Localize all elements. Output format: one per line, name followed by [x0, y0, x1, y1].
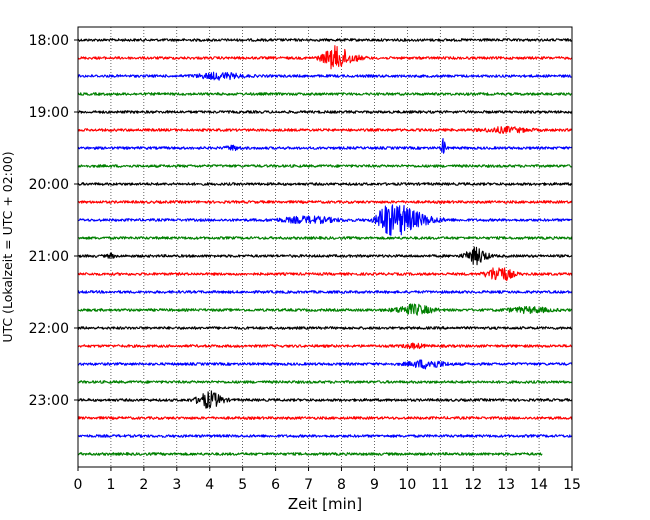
x-tick-label: 6: [271, 477, 280, 493]
trace-2115: [77, 267, 573, 282]
trace-1815: [77, 45, 573, 70]
plot-frame: [77, 26, 573, 468]
y-tick-label: 19:00: [29, 105, 69, 121]
trace-2330: [77, 434, 573, 438]
trace-2030: [77, 204, 573, 236]
trace-2200: [77, 326, 573, 330]
trace-1830: [77, 71, 573, 81]
y-tick-label: 21:00: [29, 249, 69, 265]
trace-1945: [77, 164, 573, 168]
x-tick-label: 3: [172, 477, 181, 493]
y-axis-label: UTC (Lokalzeit = UTC + 02:00): [0, 151, 15, 342]
trace-2345: [77, 452, 543, 456]
x-tick-label: 13: [497, 477, 515, 493]
trace-2015: [77, 200, 573, 204]
y-tick-label: 23:00: [29, 393, 69, 409]
x-tick-label: 1: [106, 477, 115, 493]
trace-2000: [77, 182, 573, 186]
trace-2300: [77, 390, 573, 409]
x-tick-label: 4: [205, 477, 214, 493]
x-tick-label: 8: [337, 477, 346, 493]
trace-1800: [77, 38, 573, 42]
x-tick-label: 0: [74, 477, 83, 493]
trace-1900: [77, 110, 573, 114]
x-tick-label: 11: [431, 477, 449, 493]
trace-2230: [77, 359, 573, 370]
x-tick-label: 12: [464, 477, 482, 493]
trace-2045: [77, 236, 573, 240]
trace-2130: [77, 290, 573, 294]
x-tick-label: 9: [370, 477, 379, 493]
grid-lines: [110, 27, 540, 467]
y-tick-label: 22:00: [29, 321, 69, 337]
x-tick-label: 10: [398, 477, 416, 493]
x-axis-label: Zeit [min]: [288, 495, 362, 513]
y-tick-label: 20:00: [29, 177, 69, 193]
trace-1930: [77, 138, 573, 154]
trace-1915: [77, 125, 573, 134]
x-tick-label: 15: [563, 477, 581, 493]
trace-2145: [77, 303, 573, 316]
trace-1845: [77, 92, 573, 96]
trace-2315: [77, 416, 573, 420]
trace-2100: [77, 246, 573, 266]
x-tick-label: 7: [304, 477, 313, 493]
x-tick-label: 2: [139, 477, 148, 493]
y-tick-label: 18:00: [29, 33, 69, 49]
seismogram-traces: [77, 38, 573, 456]
y-axis-ticks: 18:00 19:00 20:00 21:00 22:00 23:00: [29, 33, 78, 409]
x-tick-label: 5: [238, 477, 247, 493]
x-tick-label: 14: [530, 477, 548, 493]
x-axis-ticks: 0 1 2 3 4 5 6 7 8 9 10 11 12 13 14 15: [74, 467, 581, 493]
trace-2245: [77, 380, 573, 384]
trace-2215: [77, 342, 573, 350]
